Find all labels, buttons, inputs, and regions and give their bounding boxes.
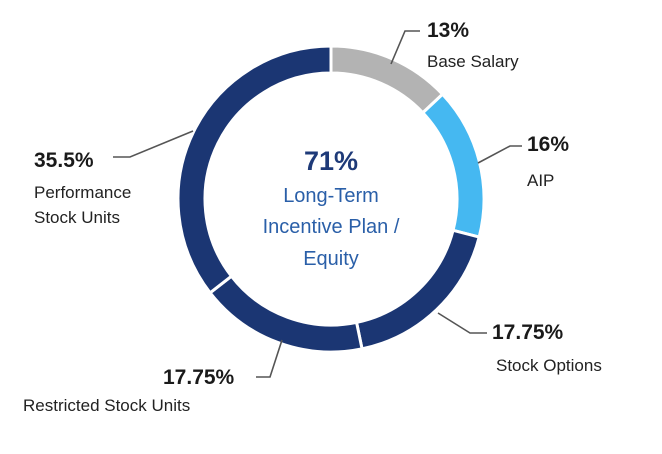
base-salary-percent: 13% xyxy=(427,19,469,42)
leader-aip xyxy=(477,145,522,164)
stock-options-percent: 17.75% xyxy=(492,321,564,344)
slices-layer xyxy=(176,44,486,354)
center-label-line-1: Long-Term xyxy=(283,185,379,207)
slice-base-salary xyxy=(329,44,445,115)
rsu-percent: 17.75% xyxy=(163,366,235,389)
leader-performance-stock-units xyxy=(113,130,194,158)
aip-percent: 16% xyxy=(527,133,569,156)
center-percent: 71% xyxy=(304,146,358,176)
aip-label: AIP xyxy=(527,171,554,190)
center-label-line-3: Equity xyxy=(303,248,359,270)
slice-aip xyxy=(420,92,486,239)
leader-stock-options xyxy=(437,312,487,334)
leader-lines-layer xyxy=(113,30,522,378)
slice-restricted-stock-units xyxy=(208,274,364,354)
psu-percent: 35.5% xyxy=(34,149,94,172)
rsu-label: Restricted Stock Units xyxy=(23,396,190,415)
center-label-line-2: Incentive Plan / xyxy=(263,216,400,238)
slice-performance-stock-units xyxy=(176,44,333,295)
psu-label-line-2: Stock Units xyxy=(34,208,120,227)
stock-options-label: Stock Options xyxy=(496,356,602,375)
base-salary-label: Base Salary xyxy=(427,52,519,71)
psu-label-line-1: Performance xyxy=(34,183,131,202)
slice-stock-options xyxy=(354,228,482,351)
leader-base-salary xyxy=(390,30,420,65)
leader-restricted-stock-units xyxy=(256,339,283,378)
